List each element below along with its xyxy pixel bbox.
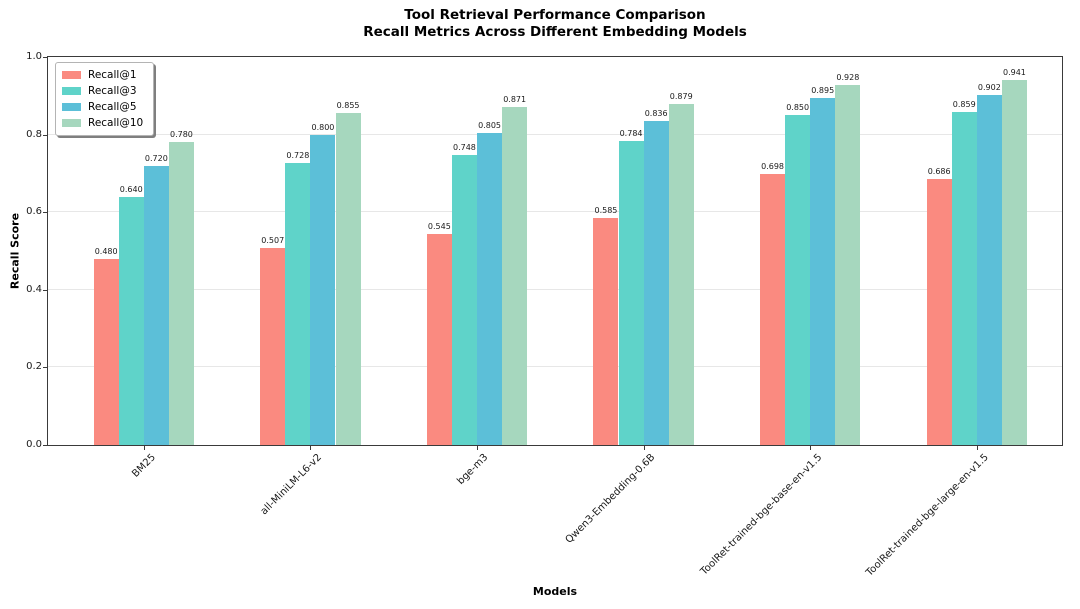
legend: Recall@1 Recall@3 Recall@5 Recall@10 bbox=[55, 62, 155, 136]
x-tick-mark bbox=[310, 446, 312, 450]
bar-recall-10 bbox=[835, 84, 861, 445]
bar-recall-10 bbox=[668, 103, 694, 445]
bar-value-label: 0.855 bbox=[336, 101, 360, 111]
bar-value-label: 0.698 bbox=[761, 162, 784, 172]
bar-recall-1 bbox=[760, 174, 786, 445]
legend-swatch-recall-10 bbox=[62, 119, 81, 127]
x-axis-title: Models bbox=[532, 585, 578, 598]
bar-recall-5 bbox=[810, 97, 836, 445]
bar-recall-1 bbox=[426, 233, 452, 445]
bar-value-label: 0.507 bbox=[261, 236, 285, 246]
bar-recall-3 bbox=[785, 115, 811, 445]
bar-value-label: 0.895 bbox=[811, 85, 835, 95]
x-tick-label: Qwen3-Embedding-0.6B bbox=[563, 452, 658, 546]
legend-label: Recall@1 bbox=[88, 69, 137, 81]
chart-title-line2: Recall Metrics Across Different Embeddin… bbox=[363, 24, 747, 40]
x-tick-mark bbox=[477, 446, 478, 450]
x-tick-label: ToolRet-trained-bge-base-en-v1.5 bbox=[698, 452, 824, 578]
legend-item: Recall@10 bbox=[62, 115, 143, 131]
bar-value-label: 0.640 bbox=[119, 184, 143, 194]
x-tick-mark bbox=[643, 446, 645, 450]
bar-recall-1 bbox=[260, 248, 286, 445]
bar-recall-5 bbox=[310, 134, 336, 445]
legend-label: Recall@10 bbox=[88, 117, 144, 129]
bar-value-label: 0.728 bbox=[286, 150, 310, 160]
bar-recall-3 bbox=[285, 162, 311, 445]
bar-value-label: 0.941 bbox=[1002, 67, 1026, 77]
legend-swatch-recall-5 bbox=[62, 103, 81, 111]
bar-recall-10 bbox=[335, 113, 361, 445]
chart-title-line1: Tool Retrieval Performance Comparison bbox=[404, 7, 706, 23]
bar-recall-5 bbox=[643, 120, 669, 445]
bar-recall-1 bbox=[593, 218, 619, 445]
bar-recall-3 bbox=[118, 196, 144, 445]
legend-swatch-recall-3 bbox=[62, 87, 81, 95]
y-tick-mark bbox=[43, 212, 47, 214]
x-tick-label: all-MiniLM-L6-v2 bbox=[258, 452, 325, 518]
bar-recall-3 bbox=[618, 140, 644, 445]
bar-value-label: 0.480 bbox=[94, 246, 118, 256]
bar-value-label: 0.902 bbox=[977, 83, 1001, 93]
legend-label: Recall@3 bbox=[88, 85, 137, 97]
y-tick-label: 0.0 bbox=[26, 439, 42, 450]
legend-label: Recall@5 bbox=[88, 101, 137, 113]
y-tick-mark bbox=[43, 57, 47, 58]
bar-recall-10 bbox=[168, 142, 194, 445]
y-tick-mark bbox=[43, 367, 47, 369]
legend-item: Recall@3 bbox=[62, 83, 143, 99]
bar-value-label: 0.748 bbox=[452, 142, 476, 152]
bar-value-label: 0.784 bbox=[619, 128, 643, 138]
bar-value-label: 0.780 bbox=[169, 130, 193, 140]
gridline bbox=[48, 366, 1062, 368]
bar-value-label: 0.545 bbox=[427, 221, 451, 231]
legend-item: Recall@5 bbox=[62, 99, 143, 115]
y-tick-label: 0.6 bbox=[26, 206, 42, 218]
legend-item: Recall@1 bbox=[62, 67, 143, 83]
bar-recall-5 bbox=[143, 165, 169, 445]
bar-recall-10 bbox=[1001, 79, 1027, 445]
y-tick-label: 1.0 bbox=[26, 51, 42, 62]
y-tick-label: 0.2 bbox=[26, 361, 42, 373]
y-tick-mark bbox=[43, 134, 47, 136]
bar-recall-5 bbox=[976, 95, 1002, 445]
bar-recall-1 bbox=[926, 178, 952, 445]
bar-value-label: 0.686 bbox=[927, 166, 951, 176]
y-tick-label: 0.4 bbox=[26, 283, 42, 295]
bar-value-label: 0.850 bbox=[786, 103, 810, 113]
gridline bbox=[48, 288, 1062, 290]
legend-swatch-recall-1 bbox=[62, 71, 81, 79]
bar-recall-3 bbox=[951, 111, 977, 445]
bar-recall-1 bbox=[93, 258, 119, 445]
bar-value-label: 0.871 bbox=[503, 95, 527, 105]
gridline bbox=[48, 211, 1062, 213]
y-tick-mark bbox=[43, 289, 47, 291]
x-tick-mark bbox=[976, 446, 978, 450]
bar-recall-10 bbox=[502, 107, 528, 445]
y-tick-label: 0.8 bbox=[26, 128, 42, 140]
x-tick-mark bbox=[143, 446, 145, 450]
chart-title: Tool Retrieval Performance Comparison Re… bbox=[363, 7, 747, 41]
bar-recall-3 bbox=[451, 154, 477, 445]
bar-value-label: 0.879 bbox=[669, 91, 693, 101]
bar-value-label: 0.720 bbox=[144, 153, 168, 163]
x-tick-label: BM25 bbox=[129, 452, 158, 480]
bar-value-label: 0.585 bbox=[594, 206, 618, 216]
bar-value-label: 0.859 bbox=[952, 99, 976, 109]
x-tick-mark bbox=[810, 446, 812, 450]
bar-recall-5 bbox=[477, 132, 503, 445]
y-axis-title: Recall Score bbox=[8, 212, 22, 290]
bar-value-label: 0.928 bbox=[836, 72, 860, 82]
bar-value-label: 0.836 bbox=[644, 108, 668, 118]
x-tick-label: ToolRet-trained-bge-large-en-v1.5 bbox=[863, 452, 991, 579]
x-tick-label: bge-m3 bbox=[455, 452, 491, 488]
bar-value-label: 0.805 bbox=[478, 120, 501, 130]
plot-area: 0.480 0.640 0.720 0.780 0.507 0.728 0.800 0.855… bbox=[47, 56, 1063, 446]
bar-value-label: 0.800 bbox=[311, 122, 335, 132]
gridline bbox=[48, 133, 1062, 135]
y-tick-mark bbox=[43, 445, 47, 446]
